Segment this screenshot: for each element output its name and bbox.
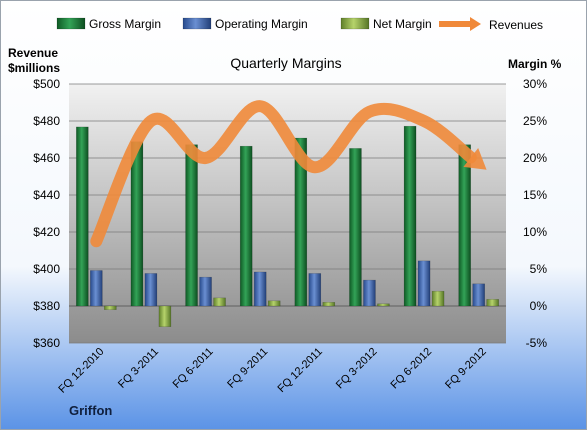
left-tick-label: $500 [33,77,60,91]
bar-operating-margin-fq-9-2011 [253,271,267,307]
left-axis-ticks: $360 $380 $400 $420 $440 $460 $480 $500 [33,77,60,350]
revenue-arrowhead [463,147,487,170]
bar-net-margin-fq-3-2011 [158,305,172,327]
bar-operating-margin-fq-6-2011 [199,276,212,307]
legend-item-operating-margin: Operating Margin [182,17,308,31]
right-axis-ticks: -5% 0% 5% 10% 15% 20% 25% 30% [523,77,547,350]
revenue-line [90,100,477,248]
right-tick-label: -5% [526,336,548,350]
right-tick-label: 10% [523,225,547,239]
legend-label: Operating Margin [215,17,308,31]
bar-gross-margin-fq-12-2011 [294,137,308,307]
bar-gross-margin-fq-6-2011 [185,144,198,307]
legend-item-net-margin: Net Margin [340,17,432,31]
legend-arrowhead [470,17,481,31]
bar-gross-margin-fq-9-2012 [458,144,471,307]
legend: Gross Margin Operating Margin Net Margin Re… [56,17,543,32]
bar-operating-margin-fq-12-2011 [308,273,322,307]
left-tick-label: $380 [33,299,60,313]
left-tick-label: $480 [33,114,60,128]
bar-net-margin-fq-12-2011 [322,302,336,307]
bar-operating-margin-fq-6-2012 [417,260,431,307]
bar-gross-margin-fq-3-2012 [349,148,362,307]
right-tick-label: 20% [523,151,547,165]
bar-gross-margin-fq-6-2012 [403,125,417,307]
legend-label: Revenues [489,18,543,32]
bar-net-margin-fq-6-2011 [213,297,226,307]
bar-operating-margin-fq-3-2012 [363,279,376,307]
revenue-line-group [90,100,487,248]
bar-net-margin-fq-3-2012 [377,303,390,307]
legend-item-gross-margin: Gross Margin [56,17,161,31]
bar-gross-margin-fq-9-2011 [239,145,253,307]
bar-net-margin-fq-6-2012 [431,290,445,307]
right-tick-label: 25% [523,114,547,128]
right-axis-title: Margin % [508,57,562,71]
left-tick-label: $440 [33,188,60,202]
bar-operating-margin-fq-3-2011 [144,273,158,307]
company-name: Griffon [69,403,112,418]
bar-gross-margin-fq-12-2010 [76,126,89,307]
right-tick-label: 15% [523,188,547,202]
right-tick-label: 5% [530,262,548,276]
right-tick-label: 30% [523,77,547,91]
left-tick-label: $460 [33,151,60,165]
right-tick-label: 0% [530,299,548,313]
left-tick-label: $360 [33,336,60,350]
legend-item-revenues: Revenues [439,17,543,32]
bar-net-margin-fq-9-2011 [267,300,281,307]
left-tick-label: $400 [33,262,60,276]
left-tick-label: $420 [33,225,60,239]
bar-operating-margin-fq-12-2010 [90,270,103,307]
legend-label: Gross Margin [89,17,161,31]
legend-swatch [182,17,212,30]
legend-swatch [56,17,86,30]
bar-net-margin-fq-9-2012 [486,299,499,307]
left-axis-title-line1: Revenue [8,46,58,60]
bar-gross-margin-fq-3-2011 [130,141,144,307]
bars [76,125,499,327]
bar-net-margin-fq-12-2010 [104,305,117,310]
legend-label: Net Margin [373,17,432,31]
left-axis-title-line2: $millions [8,61,60,75]
bar-operating-margin-fq-9-2012 [472,283,485,307]
chart-title: Quarterly Margins [230,55,341,71]
legend-swatch [340,17,370,30]
